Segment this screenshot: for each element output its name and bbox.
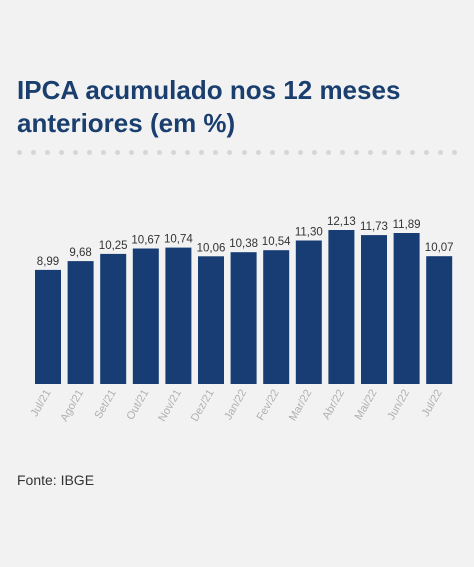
divider-dot (213, 149, 219, 155)
bar (393, 233, 420, 384)
divider-dot (31, 149, 37, 155)
divider-dot (255, 149, 261, 155)
data-label: 10,38 (229, 238, 258, 250)
x-tick-label: Ago/21 (58, 388, 86, 424)
data-label: 10,67 (131, 235, 160, 247)
x-tick-label: Dez/21 (189, 388, 217, 424)
divider-dot (297, 149, 303, 155)
divider-dot (73, 149, 79, 155)
dotted-divider (17, 148, 457, 156)
divider-dot (101, 149, 107, 155)
divider-dot (17, 149, 22, 155)
bar (328, 230, 355, 384)
divider-dot (45, 149, 51, 155)
divider-dot (129, 149, 135, 155)
data-label: 11,89 (393, 219, 421, 231)
divider-dot (59, 149, 65, 155)
bar (230, 252, 257, 384)
x-tick-label: Abr/22 (320, 388, 347, 422)
data-label: 11,30 (295, 227, 323, 239)
data-label: 10,06 (197, 242, 226, 254)
x-tick-label: Jul/22 (420, 388, 445, 419)
divider-dot (451, 149, 457, 155)
source-note: Fonte: IBGE (17, 472, 95, 488)
bar (100, 253, 127, 384)
divider-dot (171, 149, 177, 155)
divider-dot (437, 149, 443, 155)
bar (165, 247, 192, 384)
bar (295, 240, 322, 384)
divider-dot (185, 149, 191, 155)
data-label: 10,07 (425, 242, 454, 254)
x-tick-label: Jul/21 (29, 388, 54, 419)
bar (361, 235, 387, 384)
x-tick-label: Mai/22 (353, 388, 380, 423)
divider-dot (199, 149, 205, 155)
divider-dot (143, 149, 149, 155)
bar (426, 256, 453, 384)
data-label: 10,25 (99, 240, 128, 252)
x-tick-label: Jan/22 (222, 388, 249, 423)
x-tick-label: Jun/22 (385, 388, 412, 423)
data-label: 12,13 (327, 216, 356, 228)
data-label: 10,54 (262, 236, 291, 248)
divider-dot (157, 149, 163, 155)
divider-dot (241, 149, 247, 155)
divider-dot (227, 149, 233, 155)
divider-dot (283, 149, 289, 155)
bar (35, 269, 61, 384)
x-tick-label: Mar/22 (287, 388, 315, 424)
divider-dot (367, 149, 373, 155)
x-tick-label: Out/21 (124, 388, 151, 423)
divider-dot (115, 149, 121, 155)
divider-dot (269, 149, 275, 155)
data-label: 8,99 (37, 256, 59, 268)
divider-dot (311, 149, 317, 155)
bar (198, 256, 224, 384)
bar-chart: 8,99 Jul/21 9,68 Ago/21 10,25 Set/21 10,67 Out/… (29, 216, 454, 424)
divider-dot (423, 149, 429, 155)
divider-dot (325, 149, 331, 155)
bar (67, 261, 94, 384)
x-tick-label: Set/21 (92, 388, 118, 422)
x-tick-label: Nov/21 (156, 388, 184, 424)
data-label: 11,73 (360, 221, 388, 233)
x-tick-label: Fev/22 (255, 388, 282, 423)
divider-dot (353, 149, 359, 155)
divider-dot (395, 149, 401, 155)
data-label: 9,68 (69, 247, 91, 259)
bar (132, 248, 159, 384)
chart-title: IPCA acumulado nos 12 meses anteriores (… (17, 75, 401, 138)
bar (263, 250, 290, 384)
divider-dot (409, 149, 415, 155)
divider-dot (87, 149, 93, 155)
data-label: 10,74 (164, 234, 193, 246)
divider-dot (339, 149, 345, 155)
divider-dot (381, 149, 387, 155)
